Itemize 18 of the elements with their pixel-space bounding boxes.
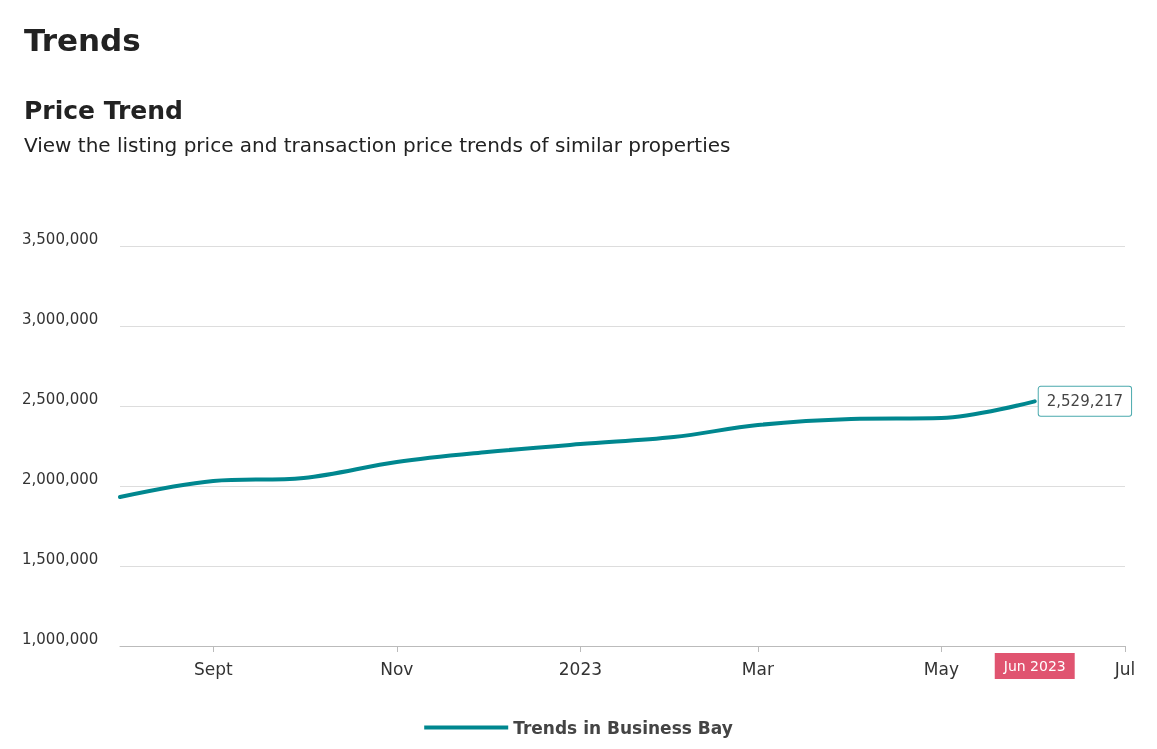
x-tick-label: Nov xyxy=(380,658,414,679)
x-tick-label: 2023 xyxy=(558,658,603,679)
y-tick-label: 3,000,000 xyxy=(22,309,99,328)
x-tick-label: Mar xyxy=(741,658,774,679)
x-tick-label: May xyxy=(923,658,960,679)
chart-subtitle: View the listing price and transaction price trends of similar properties xyxy=(24,133,731,157)
chart-title: Price Trend xyxy=(24,96,184,125)
x-tick-label: Jul xyxy=(1113,658,1136,679)
data-label: 2,529,217 xyxy=(1046,392,1124,411)
legend-label: Trends in Business Bay xyxy=(513,717,733,738)
y-tick-label: 1,000,000 xyxy=(22,629,99,648)
text: Trends xyxy=(24,22,142,58)
y-tick-label: 2,000,000 xyxy=(22,469,99,488)
text: Jun 2023 xyxy=(1002,658,1066,674)
y-tick-label: 2,500,000 xyxy=(22,389,99,408)
y-tick-label: 3,500,000 xyxy=(22,229,99,248)
x-tick-label: Sept xyxy=(193,658,233,679)
y-tick-label: 1,500,000 xyxy=(22,549,99,568)
